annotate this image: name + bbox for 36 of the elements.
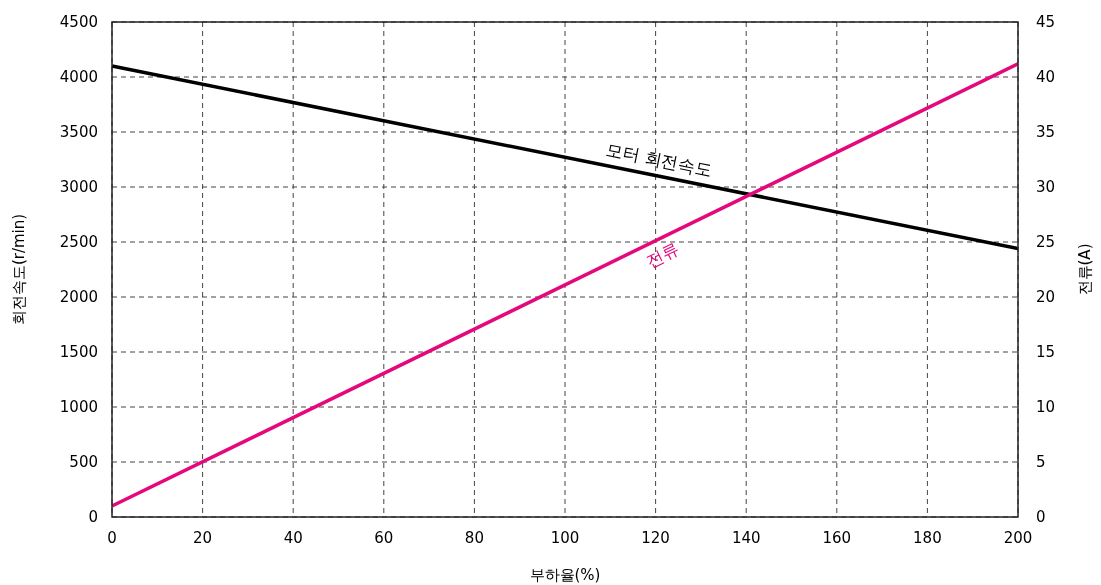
y2-tick-label: 20 <box>1036 288 1056 306</box>
y-tick-label: 0 <box>88 508 98 526</box>
x-axis-title: 부하율(%) <box>529 566 601 584</box>
y-tick-label: 3500 <box>59 123 98 141</box>
y2-axis-title: 전류(A) <box>1076 243 1094 296</box>
y2-tick-label: 10 <box>1036 398 1056 416</box>
y2-tick-label: 5 <box>1036 453 1046 471</box>
text: 모터 회전속도 <box>604 139 714 181</box>
y-tick-label: 500 <box>69 453 98 471</box>
y2-tick-label: 45 <box>1036 13 1056 31</box>
x-tick-label: 60 <box>374 529 394 547</box>
y2-tick-label: 15 <box>1036 343 1056 361</box>
x-tick-label: 160 <box>822 529 852 547</box>
y-tick-label: 2500 <box>59 233 98 251</box>
text: 전류 <box>642 238 683 272</box>
y2-tick-label: 35 <box>1036 123 1056 141</box>
y-tick-label: 4000 <box>59 68 98 86</box>
y-tick-label: 1000 <box>59 398 98 416</box>
x-tick-label: 40 <box>283 529 303 547</box>
x-tick-label: 200 <box>1003 529 1033 547</box>
y2-tick-label: 25 <box>1036 233 1056 251</box>
y-tick-label: 1500 <box>59 343 98 361</box>
x-tick-label: 20 <box>193 529 213 547</box>
y-tick-label: 2000 <box>59 288 98 306</box>
y-tick-label: 4500 <box>59 13 98 31</box>
x-tick-label: 140 <box>731 529 761 547</box>
x-tick-label: 100 <box>550 529 580 547</box>
y2-tick-label: 40 <box>1036 68 1056 86</box>
x-tick-label: 180 <box>913 529 942 547</box>
y2-tick-label: 30 <box>1036 178 1056 196</box>
y-axis-title: 회전속도(r/min) <box>10 213 28 326</box>
x-tick-label: 80 <box>464 529 484 547</box>
y2-tick-label: 0 <box>1036 508 1046 526</box>
y-tick-label: 3000 <box>59 178 98 196</box>
x-tick-label: 120 <box>641 529 670 547</box>
x-tick-label: 0 <box>107 529 117 547</box>
